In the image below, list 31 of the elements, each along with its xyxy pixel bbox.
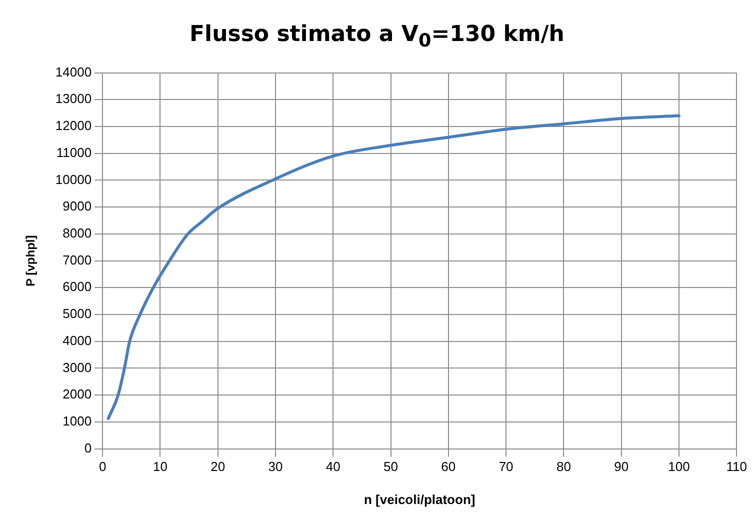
- y-tick-label: 3000: [62, 360, 92, 375]
- y-tick-label: 1000: [62, 414, 92, 429]
- y-tick-label: 13000: [55, 91, 92, 106]
- x-tick-label: 90: [614, 459, 629, 474]
- chart-title: Flusso stimato a V$_{0}$=130 km/h: [188, 22, 566, 52]
- y-axis-title: P [vphpl]: [24, 235, 38, 286]
- y-tick-label: 0: [84, 440, 92, 456]
- x-tick-label: 70: [498, 459, 514, 474]
- y-tick-label: 10000: [55, 172, 92, 187]
- x-tick-label: 0: [98, 459, 106, 474]
- y-tick-label: 14000: [55, 64, 92, 80]
- x-tick-label: 20: [210, 459, 226, 474]
- y-tick-label: 12000: [55, 118, 92, 134]
- x-tick-label: 110: [726, 459, 748, 474]
- x-tick-label: 40: [326, 459, 340, 474]
- y-tick-label: 7000: [62, 252, 92, 268]
- x-tick-label: 100: [668, 459, 690, 474]
- y-tick-label: 6000: [62, 279, 92, 294]
- y-tick-label: 4000: [62, 332, 92, 348]
- y-tick-label: 2000: [62, 386, 92, 402]
- y-tick-label: 8000: [62, 226, 92, 241]
- x-tick-label: 80: [556, 459, 571, 474]
- x-tick-label: 60: [441, 459, 456, 474]
- x-tick-label: 50: [384, 459, 398, 474]
- x-axis-title: n [veicoli/platoon]: [364, 492, 476, 507]
- x-tick-label: 10: [152, 459, 168, 474]
- y-tick-label: 9000: [62, 198, 92, 214]
- line-series: [106, 114, 680, 420]
- y-tick-label: 5000: [62, 306, 92, 322]
- x-tick-label: 30: [268, 459, 283, 474]
- y-tick-label: 11000: [56, 144, 92, 160]
